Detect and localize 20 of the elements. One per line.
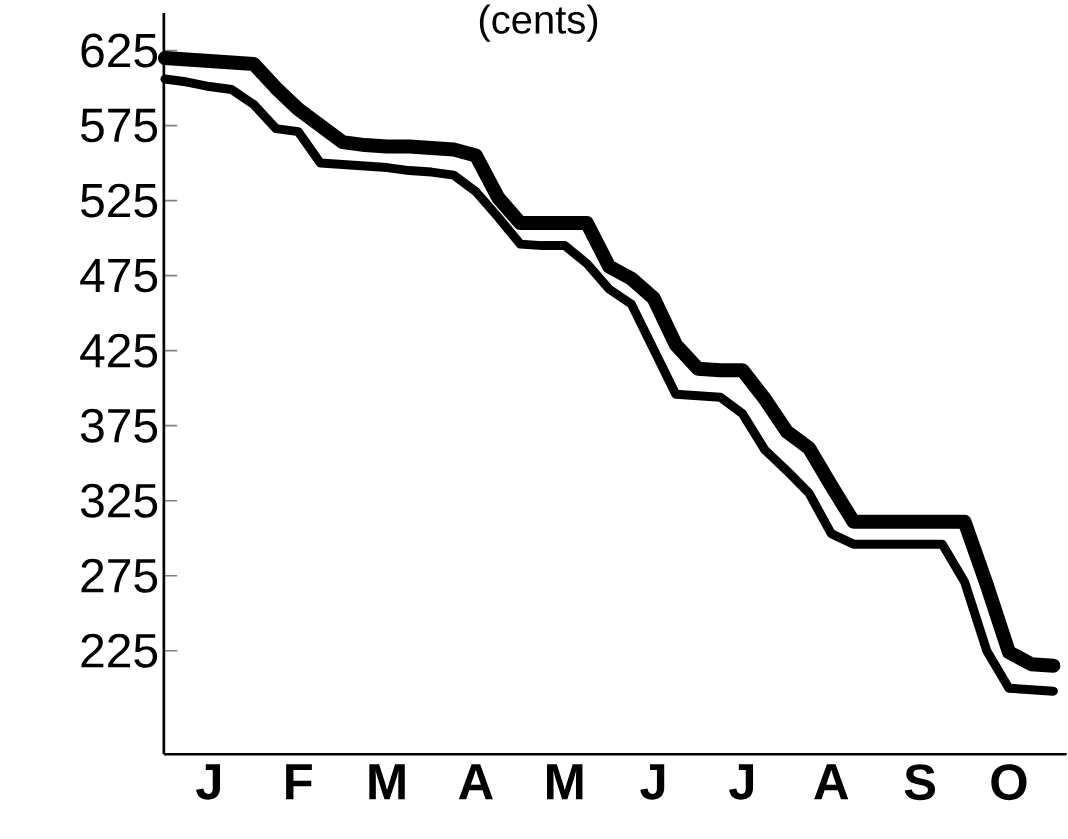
y-tick-label: 525 xyxy=(81,183,158,218)
y-tick-label: 625 xyxy=(81,33,158,68)
x-tick-label: M xyxy=(369,764,405,800)
y-tick-label: 575 xyxy=(81,108,158,143)
y-tick-label: 425 xyxy=(80,333,158,368)
chart-title: (cents) xyxy=(479,4,598,42)
x-tick-label: M xyxy=(547,764,583,800)
x-tick-label: J xyxy=(196,764,221,800)
y-tick-label: 275 xyxy=(81,558,158,593)
y-tick-label: 375 xyxy=(80,408,158,443)
x-tick-label: A xyxy=(458,764,493,800)
x-tick-label: O xyxy=(991,764,1027,801)
x-tick-label: J xyxy=(729,764,754,800)
x-tick-label: F xyxy=(286,764,312,800)
y-tick-label: 325 xyxy=(80,483,158,518)
x-tick-label: A xyxy=(814,764,849,800)
x-tick-label: J xyxy=(640,764,665,800)
y-tick-label: 225 xyxy=(81,633,158,668)
x-tick-label: S xyxy=(904,764,935,801)
y-tick-label: 475 xyxy=(80,258,158,293)
